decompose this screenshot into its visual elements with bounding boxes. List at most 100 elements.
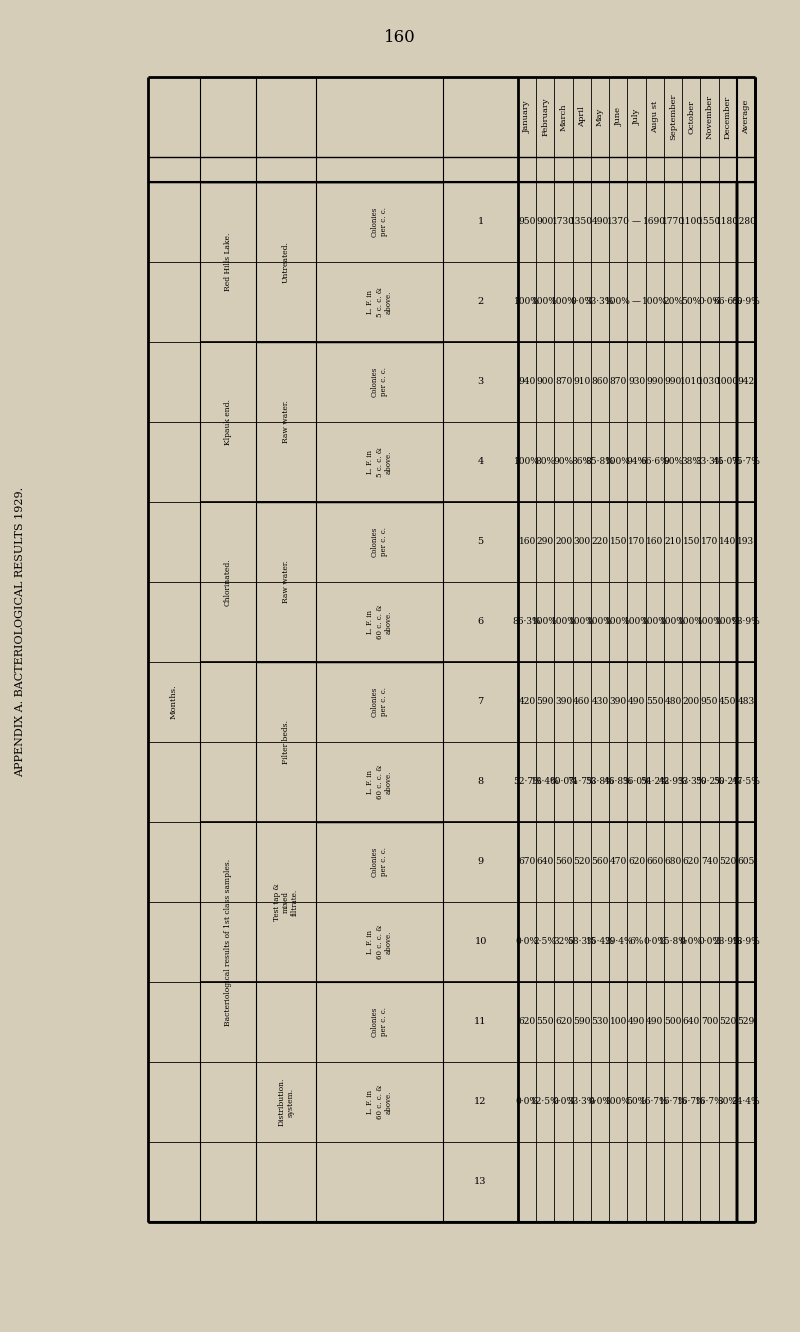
Text: 490: 490 <box>628 1018 645 1027</box>
Text: 60·9%: 60·9% <box>731 297 760 306</box>
Text: 660: 660 <box>646 858 663 867</box>
Text: 0·0%: 0·0% <box>680 938 702 947</box>
Text: 520: 520 <box>719 858 736 867</box>
Text: Months.: Months. <box>170 685 178 719</box>
Text: 160: 160 <box>384 28 416 45</box>
Text: 670: 670 <box>518 858 536 867</box>
Text: Distribution.
system.: Distribution. system. <box>278 1078 294 1126</box>
Text: Colonies
per c. c.: Colonies per c. c. <box>371 527 388 557</box>
Text: 50·2%: 50·2% <box>714 778 742 786</box>
Text: 50%: 50% <box>626 1098 646 1107</box>
Text: 150: 150 <box>682 538 700 546</box>
Text: 0·0%: 0·0% <box>589 1098 611 1107</box>
Text: 100%: 100% <box>678 618 704 626</box>
Text: 100%: 100% <box>660 618 686 626</box>
Text: 90%: 90% <box>663 457 683 466</box>
Text: Colonies
per c. c.: Colonies per c. c. <box>371 1007 388 1038</box>
Text: 66·6%: 66·6% <box>714 297 742 306</box>
Text: 80%: 80% <box>535 457 555 466</box>
Text: 1010: 1010 <box>680 377 702 386</box>
Text: 942: 942 <box>738 377 754 386</box>
Text: 460: 460 <box>573 698 590 706</box>
Text: 75·7%: 75·7% <box>731 457 760 466</box>
Text: 0·0%: 0·0% <box>516 938 538 947</box>
Text: L. F. in
60 c. c. &
above.: L. F. in 60 c. c. & above. <box>366 765 393 799</box>
Text: 870: 870 <box>555 377 572 386</box>
Text: February: February <box>542 97 550 136</box>
Text: 590: 590 <box>537 698 554 706</box>
Text: 200: 200 <box>555 538 572 546</box>
Text: 2·5%: 2·5% <box>534 938 557 947</box>
Text: 950: 950 <box>701 698 718 706</box>
Text: 54·2%: 54·2% <box>640 778 669 786</box>
Text: 910: 910 <box>573 377 590 386</box>
Text: 560: 560 <box>591 858 609 867</box>
Text: 590: 590 <box>573 1018 590 1027</box>
Text: 11: 11 <box>474 1018 486 1027</box>
Text: 10: 10 <box>474 938 486 947</box>
Text: 290: 290 <box>537 538 554 546</box>
Text: 1770: 1770 <box>662 217 685 226</box>
Text: 0·0%: 0·0% <box>552 1098 575 1107</box>
Text: 100%: 100% <box>606 618 631 626</box>
Text: 160: 160 <box>518 538 536 546</box>
Text: 193: 193 <box>738 538 754 546</box>
Text: 16·7%: 16·7% <box>695 1098 724 1107</box>
Text: Colonies
per c. c.: Colonies per c. c. <box>371 847 388 878</box>
Text: 500: 500 <box>664 1018 682 1027</box>
Text: 85·8%: 85·8% <box>586 457 614 466</box>
Text: 100%: 100% <box>642 618 668 626</box>
Text: L. F. in
5 c. c. &
above.: L. F. in 5 c. c. & above. <box>366 286 393 317</box>
Text: 1030: 1030 <box>698 377 721 386</box>
Text: 46·8%: 46·8% <box>604 778 633 786</box>
Text: APPENDIX A. BACTERIOLOGICAL RESULTS 1929.: APPENDIX A. BACTERIOLOGICAL RESULTS 1929… <box>15 488 25 777</box>
Text: 1730: 1730 <box>552 217 575 226</box>
Text: 150: 150 <box>610 538 627 546</box>
Text: 390: 390 <box>610 698 627 706</box>
Text: Klpauk end.: Klpauk end. <box>224 400 232 445</box>
Text: 29·4%: 29·4% <box>604 938 633 947</box>
Text: Average: Average <box>742 100 750 135</box>
Text: 38%: 38% <box>681 457 701 466</box>
Text: 86%: 86% <box>572 457 592 466</box>
Text: 33·3%: 33·3% <box>568 1098 596 1107</box>
Text: December: December <box>724 96 732 139</box>
Text: 33·3%: 33·3% <box>677 778 706 786</box>
Text: Chlorinated.: Chlorinated. <box>224 558 232 606</box>
Text: 100%: 100% <box>514 297 540 306</box>
Text: April: April <box>578 107 586 128</box>
Text: 100%: 100% <box>606 297 631 306</box>
Text: 620: 620 <box>518 1018 536 1027</box>
Text: 100%: 100% <box>642 297 668 306</box>
Text: 470: 470 <box>610 858 627 867</box>
Text: 1100: 1100 <box>680 217 702 226</box>
Text: 15·8%: 15·8% <box>658 938 687 947</box>
Text: Colonies
per c. c.: Colonies per c. c. <box>371 366 388 397</box>
Text: 100%: 100% <box>514 457 540 466</box>
Text: 53·8%: 53·8% <box>586 778 614 786</box>
Text: 60·0%: 60·0% <box>550 778 578 786</box>
Text: 100%: 100% <box>569 618 594 626</box>
Text: 66·6%: 66·6% <box>640 457 669 466</box>
Text: 16·7%: 16·7% <box>677 1098 706 1107</box>
Text: 71·7%: 71·7% <box>567 778 596 786</box>
Text: Raw water.: Raw water. <box>282 401 290 444</box>
Text: 100%: 100% <box>623 618 650 626</box>
Text: 12: 12 <box>474 1098 486 1107</box>
Text: 86·3%: 86·3% <box>513 618 542 626</box>
Text: 100%: 100% <box>550 618 577 626</box>
Text: 1550: 1550 <box>698 217 721 226</box>
Text: 620: 620 <box>555 1018 572 1027</box>
Text: 520: 520 <box>719 1018 736 1027</box>
Text: 58·3%: 58·3% <box>567 938 596 947</box>
Text: 94%: 94% <box>626 457 646 466</box>
Text: 100%: 100% <box>533 618 558 626</box>
Text: March: March <box>559 104 567 131</box>
Text: Augu st: Augu st <box>650 101 658 133</box>
Text: —: — <box>632 297 641 306</box>
Text: 210: 210 <box>664 538 682 546</box>
Text: 18·9%: 18·9% <box>731 938 760 947</box>
Text: Red Hills Lake.: Red Hills Lake. <box>224 233 232 292</box>
Text: 0·0%: 0·0% <box>516 1098 538 1107</box>
Text: 32%: 32% <box>554 938 574 947</box>
